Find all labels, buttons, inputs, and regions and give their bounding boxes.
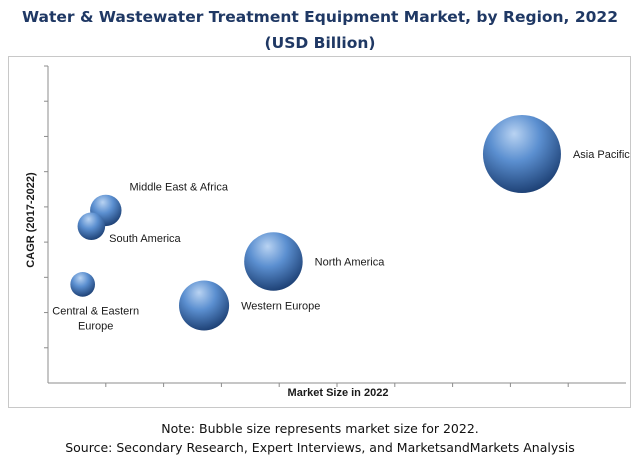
x-axis-label: Market Size in 2022 (288, 387, 389, 399)
bubble-label: South America (109, 233, 181, 245)
bubble-labels: Asia Pacific Middle East & Africa South Am… (52, 149, 630, 333)
chart-note: Note: Bubble size represents market size… (161, 421, 479, 436)
bubble-south-america (77, 212, 106, 241)
bubble-label: Asia Pacific (573, 149, 630, 161)
bubble-series (70, 115, 561, 331)
bubble-western-europe (179, 280, 230, 331)
chart-axes (44, 65, 626, 387)
chart-title-line-1: Water & Wastewater Treatment Equipment M… (22, 8, 618, 26)
y-axis-label: CAGR (2017-2022) (25, 172, 37, 268)
chart-title-line-2: (USD Billion) (264, 34, 376, 52)
chart-frame (8, 56, 631, 408)
bubble-label: Central & Eastern Europe (52, 306, 139, 333)
chart-source: Source: Secondary Research, Expert Inter… (65, 440, 575, 455)
bubble-label: Middle East & Africa (130, 182, 229, 194)
bubble-asia-pacific (482, 115, 561, 194)
bubble-central-eastern-europe (70, 272, 96, 297)
bubble-label: Western Europe (241, 301, 320, 313)
bubble-north-america (244, 232, 303, 291)
bubble-label: North America (315, 256, 386, 268)
